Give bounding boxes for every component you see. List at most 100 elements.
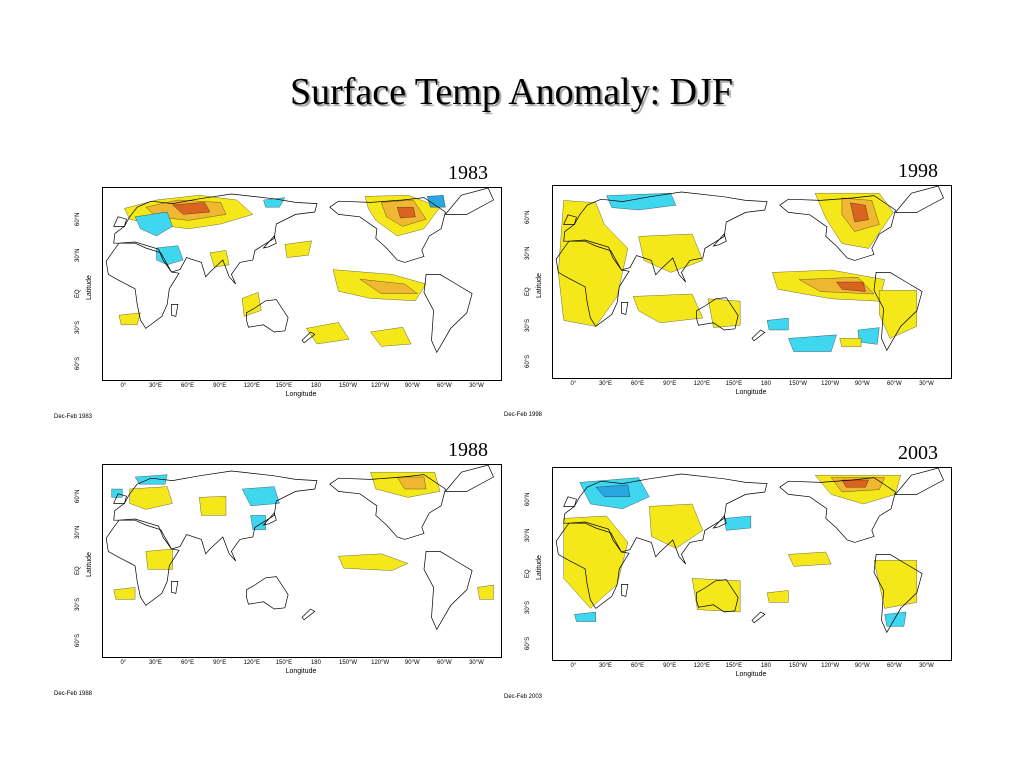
- latitude-axis-title: Latitude: [536, 555, 543, 580]
- latitude-tick: EQ: [525, 287, 531, 297]
- slide-title: Surface Temp Anomaly: DJF: [289, 71, 734, 113]
- warm-anomaly-region: [396, 206, 416, 219]
- warm-anomaly-region: [879, 290, 918, 339]
- latitude-tick: EQ: [75, 566, 81, 576]
- longitude-tick: 30°E: [148, 660, 163, 666]
- longitude-tick: 150°W: [339, 383, 358, 389]
- longitude-tick-labels: 0° 30°E 60°E 90°E 120°E 150°E 180 150°W 120°W 90°…: [102, 383, 500, 393]
- longitude-tick: 60°E: [181, 383, 195, 389]
- warm-anomaly-region: [649, 503, 704, 549]
- panel-caption: Dec-Feb 1988: [54, 691, 93, 697]
- warm-anomaly-region: [563, 515, 629, 609]
- latitude-tick: 30°N: [75, 525, 81, 540]
- warm-anomaly-region: [836, 281, 866, 292]
- longitude-tick: 150°E: [725, 381, 743, 387]
- warm-anomaly-region: [284, 240, 312, 258]
- cool-anomaly-region: [857, 327, 880, 345]
- coastline: [113, 216, 127, 227]
- longitude-tick: 30°W: [919, 663, 934, 669]
- map-panel-1988: 1988 60°N 30°N EQ 30°S 60°S Latitude 0° 30°E 60°E…: [52, 437, 512, 707]
- latitude-tick: 60°S: [75, 634, 81, 648]
- warm-anomaly-region: [396, 476, 427, 490]
- longitude-tick: 60°W: [436, 383, 452, 389]
- cool-anomaly-region: [884, 611, 907, 627]
- coastline: [555, 239, 630, 327]
- longitude-axis-title: Longitude: [735, 389, 767, 396]
- cool-anomaly-region: [595, 484, 631, 498]
- warm-anomaly-region: [632, 293, 704, 324]
- latitude-tick: EQ: [525, 569, 531, 579]
- warm-anomaly-region: [873, 560, 918, 609]
- longitude-tick: 0°: [570, 663, 577, 669]
- longitude-tick: 0°: [120, 660, 127, 666]
- coastline: [751, 611, 766, 624]
- map-panel-2003: 2003 60°N 30°N EQ 30°S 60°S Latitude 0° 30°E 60°E…: [502, 440, 962, 710]
- coastline: [113, 470, 318, 562]
- coastline: [329, 197, 446, 263]
- coastline: [621, 302, 629, 315]
- latitude-tick: 30°S: [525, 319, 531, 333]
- cool-anomaly-region: [723, 515, 752, 531]
- coastline: [113, 193, 318, 285]
- panel-year-label: 2003: [898, 442, 938, 464]
- anomaly-map-svg: [555, 468, 944, 634]
- warm-anomaly-region: [338, 553, 409, 571]
- latitude-tick: 60°N: [525, 210, 531, 225]
- longitude-tick: 30°W: [469, 660, 484, 666]
- coastline: [751, 329, 766, 342]
- coastline: [696, 579, 739, 613]
- longitude-tick: 150°E: [275, 660, 293, 666]
- warm-anomaly-region: [841, 479, 869, 488]
- longitude-tick-labels: 0° 30°E 60°E 90°E 120°E 150°E 180 150°W 120°W 90°…: [552, 663, 950, 673]
- coastline: [779, 195, 896, 261]
- coastline: [329, 474, 446, 540]
- longitude-tick: 30°E: [148, 383, 163, 389]
- longitude-tick: 90°W: [404, 383, 420, 389]
- latitude-tick: 30°S: [75, 598, 81, 612]
- cool-anomaly-region: [574, 611, 597, 622]
- longitude-axis-title: Longitude: [285, 391, 317, 398]
- map-panel-1998: 1998 60°N 30°N EQ 30°S 60°S Latitude 0° 30°E 60°E…: [502, 158, 962, 428]
- coastline: [873, 554, 923, 634]
- panel-year-label: 1988: [448, 439, 488, 461]
- longitude-tick: 180: [310, 383, 321, 389]
- longitude-tick: 120°W: [821, 381, 840, 387]
- longitude-tick: 90°W: [854, 381, 870, 387]
- map-panel-1983: 1983 60°N 30°N EQ 30°S 60°S Latitude 0° 30°E 60°E…: [52, 160, 512, 430]
- coastline: [894, 186, 944, 213]
- coastline: [563, 473, 768, 565]
- longitude-tick-labels: 0° 30°E 60°E 90°E 120°E 150°E 180 150°W 120°W 90°…: [552, 381, 950, 391]
- warm-anomaly-region: [477, 584, 494, 600]
- coastline: [246, 299, 289, 333]
- longitude-tick: 0°: [120, 383, 127, 389]
- coastline: [301, 608, 316, 621]
- longitude-tick: 60°E: [631, 663, 645, 669]
- warm-anomaly-region: [305, 322, 350, 345]
- coastline: [171, 581, 179, 594]
- coastline: [105, 241, 180, 329]
- anomaly-map: [102, 464, 502, 658]
- coastline: [423, 551, 473, 631]
- warm-anomaly-region: [113, 587, 136, 600]
- anomaly-map: [552, 467, 952, 661]
- longitude-axis-title: Longitude: [735, 671, 767, 678]
- warm-anomaly-region: [129, 486, 173, 510]
- panel-caption: Dec-Feb 1983: [54, 414, 93, 420]
- coastline: [113, 493, 127, 504]
- latitude-tick: 30°N: [525, 528, 531, 543]
- panel-year-label: 1998: [898, 160, 938, 182]
- coastline: [894, 468, 944, 495]
- warm-anomaly-region: [241, 292, 262, 317]
- longitude-tick: 60°E: [181, 660, 195, 666]
- coastline: [423, 274, 473, 354]
- warm-anomaly-region: [145, 548, 173, 570]
- coastline: [444, 188, 494, 215]
- cool-anomaly-region: [426, 194, 446, 208]
- longitude-tick: 150°E: [725, 663, 743, 669]
- longitude-tick: 180: [760, 663, 771, 669]
- longitude-tick: 60°W: [886, 381, 902, 387]
- longitude-tick: 150°W: [339, 660, 358, 666]
- warm-anomaly-region: [707, 298, 741, 328]
- latitude-axis-title: Latitude: [536, 273, 543, 298]
- coastline: [171, 304, 179, 317]
